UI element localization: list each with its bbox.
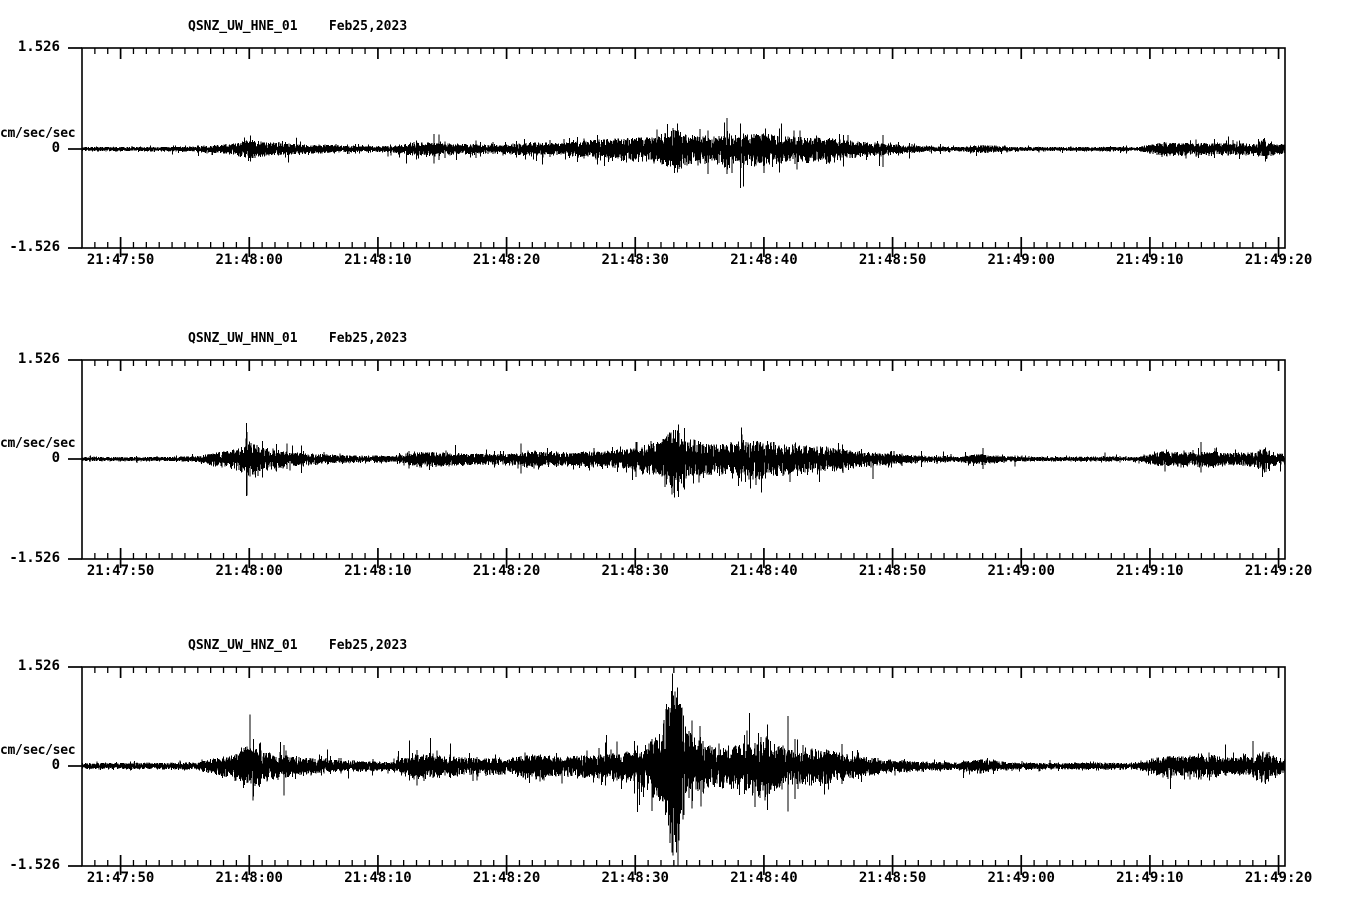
x-tick-label-hne-2: 21:48:10 — [344, 252, 412, 268]
x-tick-label-hne-5: 21:48:40 — [730, 252, 798, 268]
seismogram-panel-hne: QSNZ_UW_HNE_01 Feb25,2023 cm/sec/sec 1.526… — [0, 15, 1358, 280]
x-tick-label-hnz-0: 21:47:50 — [86, 870, 155, 886]
x-tick-label-hnn-3: 21:48:20 — [472, 563, 541, 579]
y-tick-label-ymid-hne: 0 — [51, 140, 60, 156]
x-tick-label-hnz-3: 21:48:20 — [472, 870, 541, 886]
y-tick-label-ybot-hnz: -1.526 — [9, 857, 60, 873]
y-axis-units-hnn: cm/sec/sec — [0, 436, 76, 451]
y-axis-units-hnz: cm/sec/sec — [0, 743, 76, 758]
y-axis-units-hne: cm/sec/sec — [0, 126, 76, 141]
panel-title-hnz: QSNZ_UW_HNZ_01 Feb25,2023 — [188, 638, 408, 653]
x-tick-label-hne-1: 21:48:00 — [215, 252, 283, 268]
y-tick-label-ytop-hne: 1.526 — [17, 39, 60, 55]
waveform-plot-hnn — [68, 359, 1286, 568]
y-tick-label-ybot-hnn: -1.526 — [9, 550, 60, 566]
x-tick-label-hnn-5: 21:48:40 — [730, 563, 798, 579]
x-tick-label-hne-7: 21:49:00 — [987, 252, 1055, 268]
x-tick-label-hne-8: 21:49:10 — [1116, 252, 1184, 268]
minor-tick-group — [94, 360, 1280, 568]
y-tick-label-ybot-hne: -1.526 — [9, 239, 60, 255]
x-tick-label-hne-4: 21:48:30 — [601, 252, 669, 268]
x-tick-label-hnz-8: 21:49:10 — [1116, 870, 1184, 886]
x-tick-label-hnz-2: 21:48:10 — [344, 870, 412, 886]
x-tick-label-hnz-6: 21:48:50 — [858, 870, 927, 886]
x-tick-label-hnn-8: 21:49:10 — [1116, 563, 1184, 579]
x-tick-label-hnn-7: 21:49:00 — [987, 563, 1055, 579]
waveform-plot-hnz — [68, 666, 1286, 875]
x-tick-label-hnn-2: 21:48:10 — [344, 563, 412, 579]
x-tick-label-hne-0: 21:47:50 — [86, 252, 155, 268]
minor-tick-group — [94, 48, 1280, 257]
x-tick-label-hnn-0: 21:47:50 — [86, 563, 155, 579]
x-tick-label-hnz-7: 21:49:00 — [987, 870, 1055, 886]
x-tick-label-hnz-5: 21:48:40 — [730, 870, 798, 886]
waveform-trace-hnz — [81, 673, 1286, 866]
y-tick-group — [68, 47, 82, 249]
x-tick-label-hne-3: 21:48:20 — [472, 252, 541, 268]
y-tick-label-ytop-hnn: 1.526 — [17, 351, 60, 367]
x-tick-label-hnz-1: 21:48:00 — [215, 870, 283, 886]
x-tick-label-hnn-4: 21:48:30 — [601, 563, 669, 579]
seismogram-panel-hnz: QSNZ_UW_HNZ_01 Feb25,2023 cm/sec/sec 1.526… — [0, 634, 1358, 898]
y-tick-label-ymid-hnz: 0 — [51, 757, 60, 773]
minor-tick-group — [94, 667, 1280, 875]
waveform-plot-hne — [68, 47, 1286, 257]
x-tick-label-hnz-9: 21:49:20 — [1244, 870, 1313, 886]
waveform-trace-hne — [81, 118, 1286, 189]
panel-title-hnn: QSNZ_UW_HNN_01 Feb25,2023 — [188, 331, 408, 346]
x-tick-label-hnn-1: 21:48:00 — [215, 563, 283, 579]
y-tick-group — [68, 359, 82, 560]
x-tick-label-hne-9: 21:49:20 — [1244, 252, 1313, 268]
x-tick-label-hnz-4: 21:48:30 — [601, 870, 669, 886]
x-tick-label-hne-6: 21:48:50 — [858, 252, 927, 268]
y-tick-label-ytop-hnz: 1.526 — [17, 658, 60, 674]
waveform-trace-hnn — [81, 423, 1286, 498]
x-tick-label-hnn-6: 21:48:50 — [858, 563, 927, 579]
y-tick-group — [68, 666, 82, 867]
y-tick-label-ymid-hnn: 0 — [51, 450, 60, 466]
x-tick-label-hnn-9: 21:49:20 — [1244, 563, 1313, 579]
panel-title-hne: QSNZ_UW_HNE_01 Feb25,2023 — [188, 19, 408, 34]
seismogram-panel-hnn: QSNZ_UW_HNN_01 Feb25,2023 cm/sec/sec 1.526… — [0, 327, 1358, 591]
